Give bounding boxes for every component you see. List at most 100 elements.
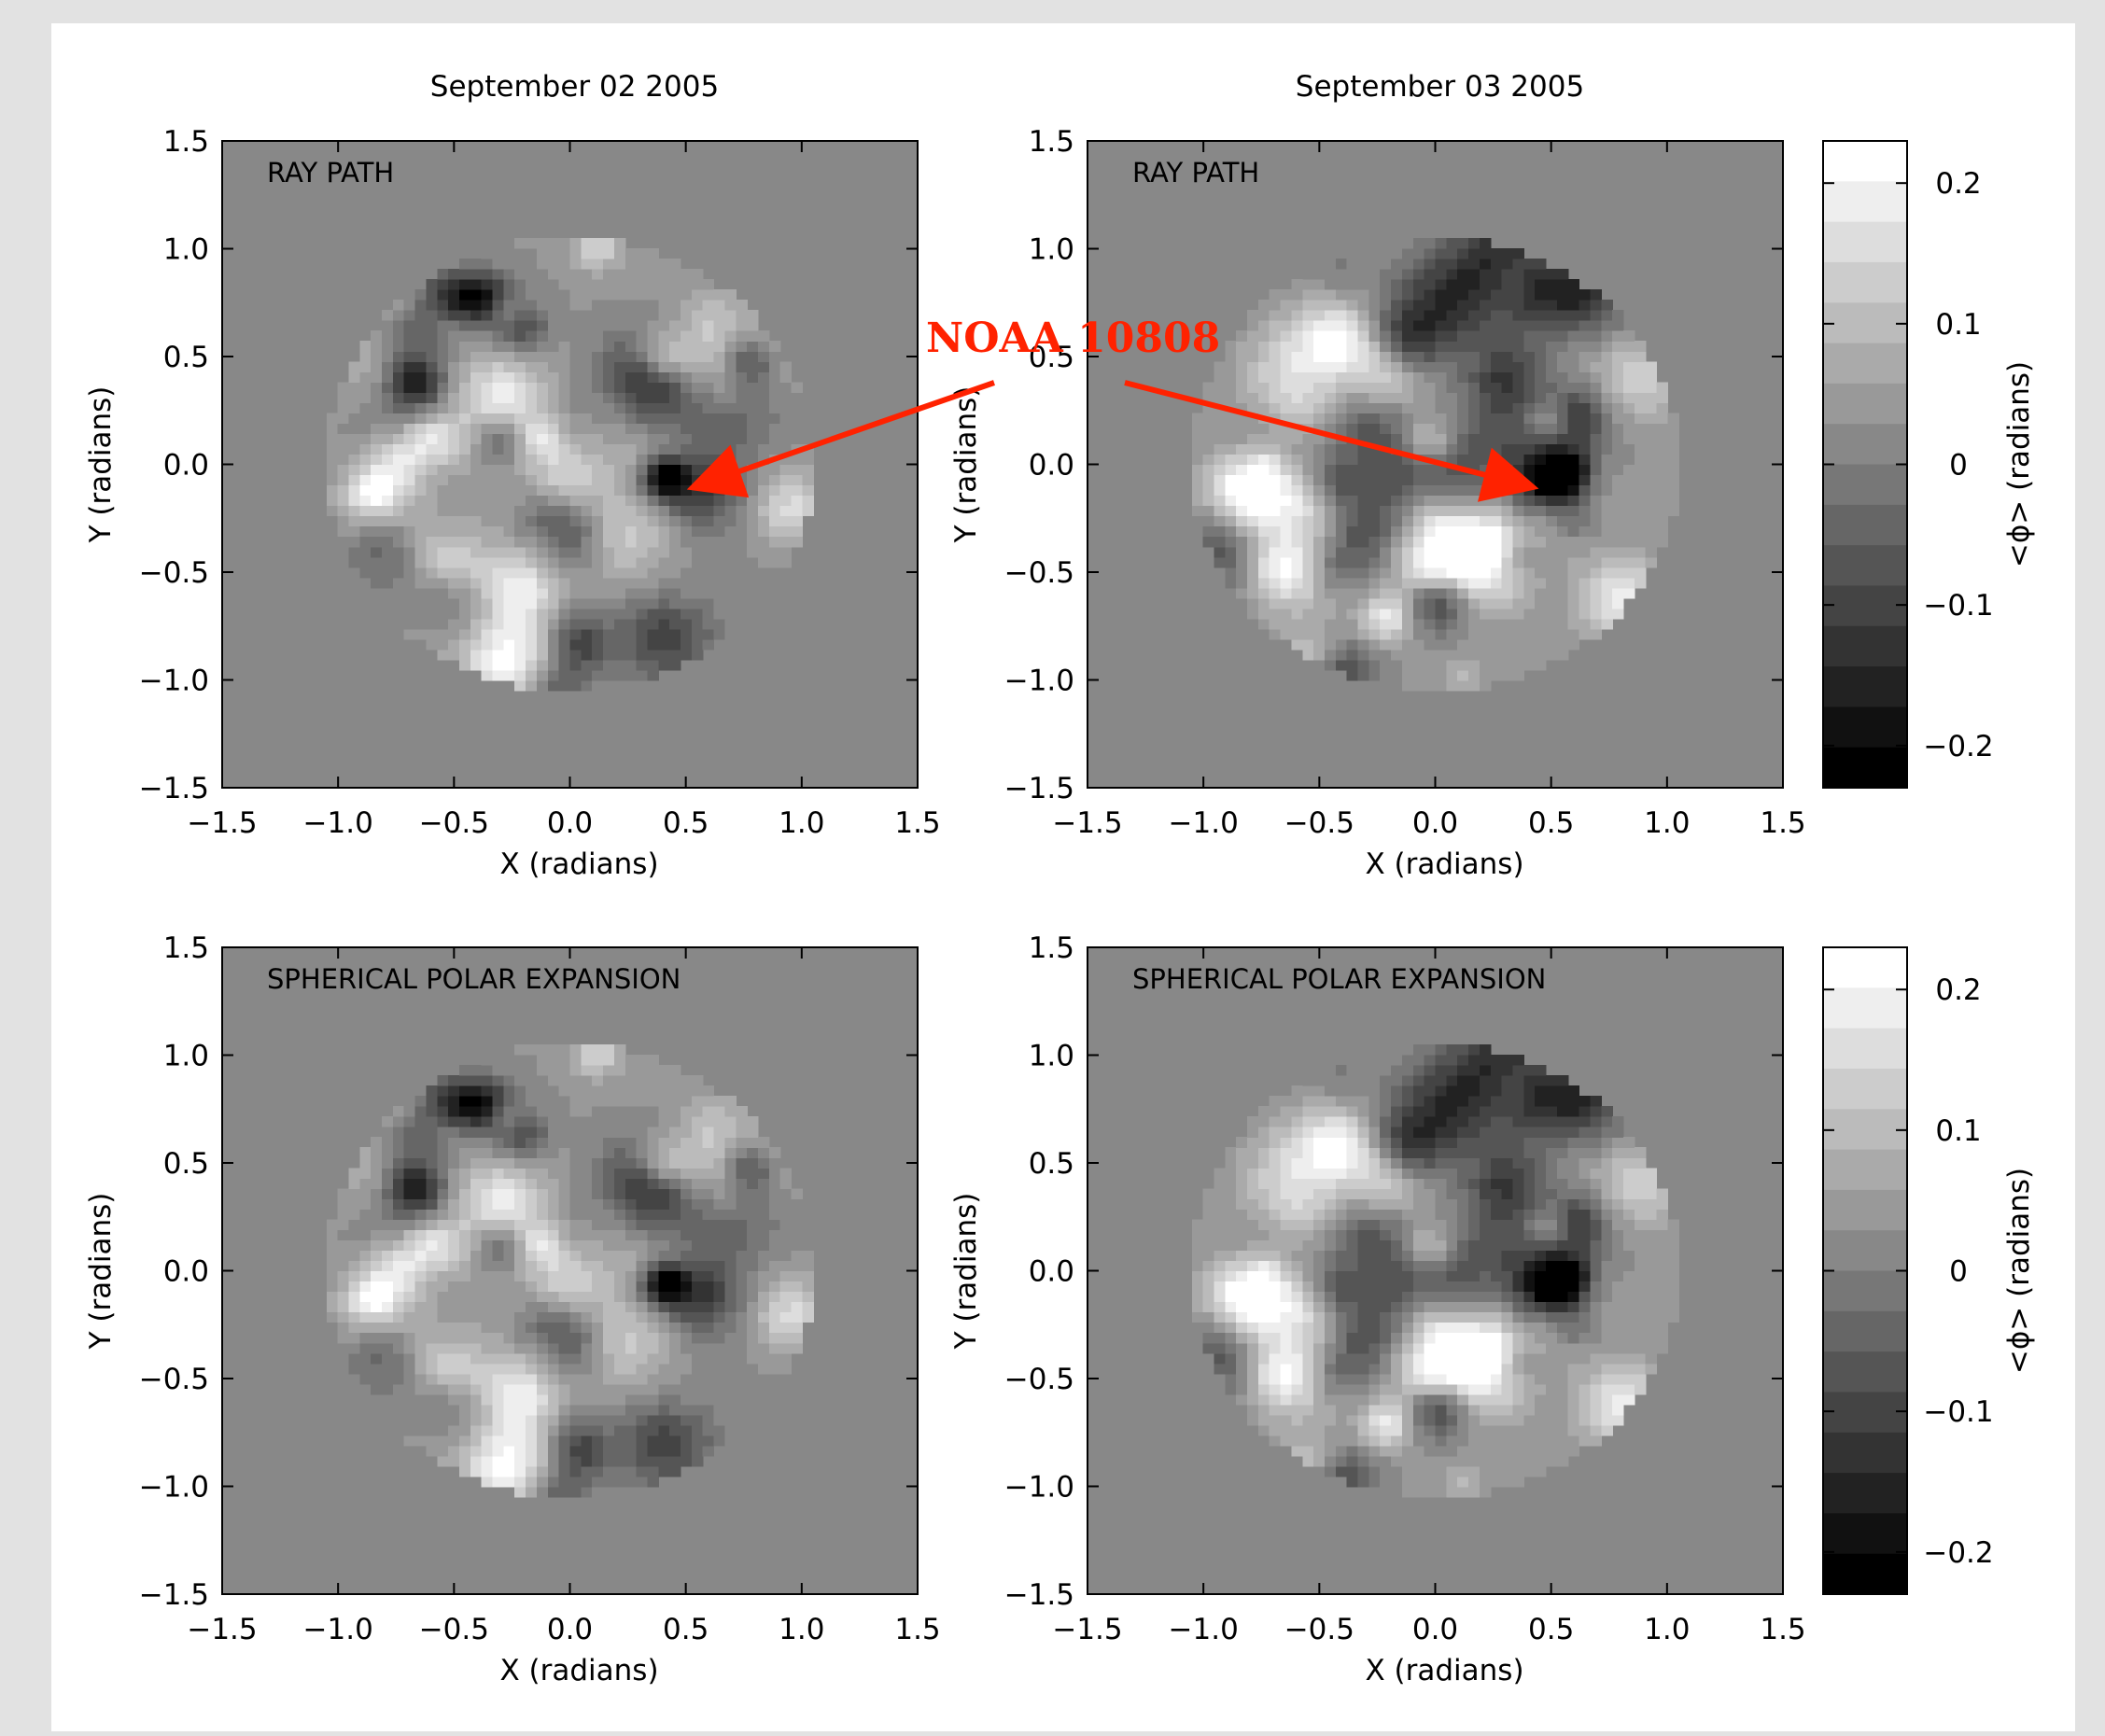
colorbar-level — [1823, 1351, 1907, 1393]
panel-title: September 03 2005 — [1296, 70, 1584, 104]
colorbar-tick-label: −0.1 — [1923, 589, 1993, 623]
y-tick-label: 1.5 — [1029, 125, 1074, 159]
x-tick-label: −1.5 — [187, 1613, 257, 1646]
x-tick-label: 1.0 — [1644, 1613, 1690, 1646]
panel-label: RAY PATH — [1132, 157, 1259, 189]
colorbar-level — [1823, 1109, 1907, 1151]
y-axis-label: Y (radians) — [84, 1193, 118, 1351]
colorbar-level — [1823, 1553, 1907, 1595]
y-tick-label: 1.0 — [1029, 233, 1074, 267]
y-tick-label: 1.5 — [163, 125, 209, 159]
map-disk — [326, 1044, 814, 1498]
colorbar-level — [1823, 383, 1907, 425]
colorbar-tick-label: −0.2 — [1923, 1536, 1993, 1570]
colorbar-level — [1823, 545, 1907, 587]
x-tick-label: −1.0 — [1169, 1613, 1239, 1646]
x-tick-label: −0.5 — [1284, 1613, 1354, 1646]
y-axis-label: Y (radians) — [949, 1193, 983, 1351]
colorbar-level — [1823, 424, 1907, 466]
y-tick-label: 0.5 — [163, 341, 209, 374]
panel-3: −1.5 −1.0 −0.5 0.0 0.5 1.0 1.5 1.5 1.0 0.5 0.0 −0.5… — [84, 931, 941, 1687]
panel-label: SPHERICAL POLAR EXPANSION — [267, 963, 681, 995]
y-tick-label: −1.0 — [1004, 1471, 1074, 1505]
panel-label: RAY PATH — [267, 157, 394, 189]
annotation-arrow — [1124, 380, 1539, 502]
colorbar-level — [1823, 221, 1907, 263]
y-tick-label: 0.0 — [163, 1255, 209, 1289]
annotation: NOAA 10808 — [686, 315, 1539, 502]
x-tick-label: −0.5 — [419, 1613, 489, 1646]
x-tick-label: 1.5 — [1760, 1613, 1805, 1646]
colorbar-tick-label: 0 — [1949, 449, 1968, 483]
y-tick-label: 0.0 — [1029, 449, 1074, 483]
y-tick-label: −1.5 — [139, 1578, 209, 1612]
x-tick-label: −1.5 — [1052, 1613, 1122, 1646]
y-tick-label: 0.5 — [1029, 1147, 1074, 1181]
colorbar-level — [1823, 302, 1907, 344]
y-tick-label: 1.0 — [1029, 1040, 1074, 1073]
colorbar-level — [1823, 747, 1907, 789]
colorbar-level — [1823, 1149, 1907, 1191]
x-tick-label: 1.5 — [894, 806, 940, 840]
colorbar-level — [1823, 707, 1907, 749]
colorbar-level — [1823, 141, 1907, 182]
colorbar-level — [1823, 1068, 1907, 1110]
y-tick-label: 1.0 — [163, 1040, 209, 1073]
y-tick-label: −0.5 — [1004, 556, 1074, 590]
x-tick-label: −1.5 — [187, 806, 257, 840]
colorbar-level — [1823, 181, 1907, 223]
colorbar-level — [1823, 1310, 1907, 1352]
x-tick-label: 0.5 — [1528, 1613, 1574, 1646]
y-tick-label: 1.0 — [163, 233, 209, 267]
colorbar-level — [1823, 1432, 1907, 1474]
x-tick-label: −1.5 — [1052, 806, 1122, 840]
colorbar-1: 0.2 0.1 0 −0.1 −0.2 <ϕ> (radians) — [1822, 140, 2036, 789]
y-tick-label: −0.5 — [139, 556, 209, 590]
y-tick-label: −1.5 — [1004, 772, 1074, 805]
x-tick-label: −1.0 — [1169, 806, 1239, 840]
colorbar-level — [1823, 464, 1907, 506]
colorbar-level — [1823, 625, 1907, 667]
colorbar-level — [1823, 666, 1907, 707]
x-tick-label: 0.0 — [547, 806, 593, 840]
colorbar-level — [1823, 1270, 1907, 1312]
colorbar-level — [1823, 585, 1907, 627]
x-axis-label: X (radians) — [1365, 1654, 1523, 1687]
y-axis-label: Y (radians) — [949, 386, 983, 544]
colorbar-label: <ϕ> (radians) — [2002, 1168, 2036, 1374]
colorbar-level — [1823, 1473, 1907, 1514]
colorbar-level — [1823, 261, 1907, 303]
x-axis-label: X (radians) — [1365, 847, 1523, 881]
x-tick-label: 0.5 — [663, 806, 709, 840]
x-tick-label: 0.0 — [1412, 806, 1458, 840]
x-tick-label: −0.5 — [1284, 806, 1354, 840]
map-disk — [326, 237, 814, 692]
x-tick-label: 0.0 — [547, 1613, 593, 1646]
x-tick-label: 1.0 — [779, 1613, 824, 1646]
colorbar-tick-label: 0 — [1949, 1255, 1968, 1289]
y-tick-label: −1.0 — [139, 1471, 209, 1505]
annotation-arrow — [686, 380, 995, 498]
x-axis-label: X (radians) — [499, 1654, 658, 1687]
x-tick-label: 0.0 — [1412, 1613, 1458, 1646]
colorbar-level — [1823, 1513, 1907, 1555]
colorbar-tick-label: 0.2 — [1935, 167, 1981, 201]
y-tick-label: 0.5 — [163, 1147, 209, 1181]
y-axis-label: Y (radians) — [84, 386, 118, 544]
colorbar-level — [1823, 343, 1907, 385]
y-tick-label: 0.0 — [163, 449, 209, 483]
x-tick-label: 1.5 — [1760, 806, 1805, 840]
y-tick-label: −1.5 — [139, 772, 209, 805]
y-tick-label: −0.5 — [1004, 1363, 1074, 1396]
x-tick-label: 0.5 — [663, 1613, 709, 1646]
x-tick-label: 1.0 — [1644, 806, 1690, 840]
figure-canvas: −1.5 −1.0 −0.5 0.0 0.5 1.0 1.5 1.5 1.0 0.5 0.0 −0.5… — [84, 70, 2036, 1687]
y-tick-label: 1.5 — [1029, 931, 1074, 965]
panel-2: −1.5 −1.0 −0.5 0.0 0.5 1.0 1.5 1.5 1.0 0.5 0.0 −0.5… — [949, 70, 1806, 881]
y-tick-label: 1.5 — [163, 931, 209, 965]
x-tick-label: 1.0 — [779, 806, 824, 840]
annotation-label: NOAA 10808 — [926, 315, 1220, 362]
panel-label: SPHERICAL POLAR EXPANSION — [1132, 963, 1546, 995]
panel-4: −1.5 −1.0 −0.5 0.0 0.5 1.0 1.5 1.5 1.0 0.5 0.0 −0.5… — [949, 931, 1806, 1687]
y-tick-label: 0.0 — [1029, 1255, 1074, 1289]
